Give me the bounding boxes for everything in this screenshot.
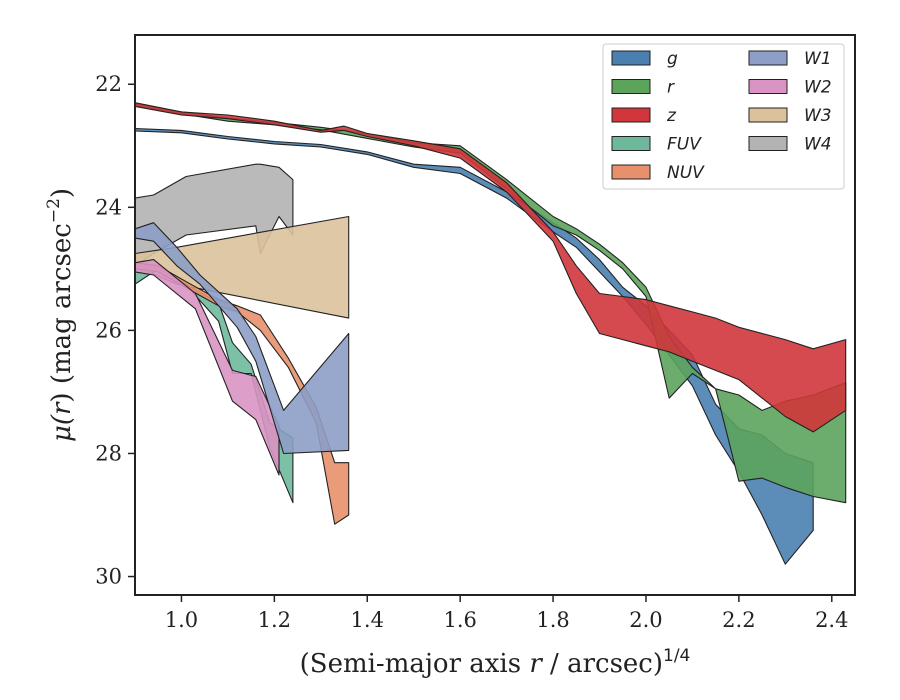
- legend-label-g: g: [667, 49, 678, 69]
- legend-label-r: r: [667, 78, 675, 98]
- legend-label-w2: W2: [804, 78, 832, 98]
- legend-label-w3: W3: [804, 106, 832, 126]
- x-tick-label: 1.6: [443, 608, 476, 632]
- band-z: [135, 102, 847, 433]
- y-axis-label-post: ) (mag arcsec: [47, 223, 77, 402]
- legend-swatch-w3: [748, 107, 788, 123]
- y-axis-label-var: r: [47, 401, 77, 415]
- legend-label-w1: W1: [804, 49, 832, 69]
- legend-label-z: z: [666, 106, 677, 126]
- x-tick-label: 2.2: [722, 608, 755, 632]
- x-axis-label: (Semi-major axis r / arcsec)1/4: [300, 646, 691, 679]
- legend-swatch-nuv: [611, 164, 651, 180]
- band-layer: [135, 102, 847, 565]
- band-w1: [135, 222, 350, 455]
- x-axis-label-var: r: [529, 649, 543, 679]
- y-axis-label-pre: μ(: [47, 414, 77, 442]
- plot-frame: [134, 34, 856, 596]
- y-tick-label: 30: [95, 565, 122, 589]
- x-tick-label: 1.0: [165, 608, 198, 632]
- legend-label-nuv: NUV: [667, 163, 705, 183]
- x-tick-label: 1.2: [258, 608, 291, 632]
- legend-label-fuv: FUV: [667, 135, 702, 155]
- x-axis-label-post: / arcsec): [542, 649, 663, 679]
- legend-swatch-w4: [748, 136, 788, 151]
- x-tick-label: 1.8: [536, 608, 569, 632]
- y-axis-label: μ(r) (mag arcsec−2): [44, 188, 77, 442]
- x-tick-label: 1.4: [351, 608, 384, 632]
- legend-label-w4: W4: [804, 135, 832, 155]
- legend-swatch-fuv: [611, 136, 651, 151]
- band-w2: [135, 259, 280, 476]
- legend-swatch-w1: [748, 50, 788, 66]
- legend-swatch-g: [611, 50, 651, 66]
- legend-swatch-w2: [748, 79, 788, 94]
- y-axis-label-close: ): [47, 188, 77, 198]
- x-tick-label: 2.0: [629, 608, 662, 632]
- y-axis-label-exponent: −2: [44, 198, 64, 223]
- x-tick-label: 2.4: [815, 608, 848, 632]
- legend-swatch-z: [611, 107, 651, 123]
- y-tick-label: 28: [95, 441, 122, 465]
- x-axis-label-exponent: 1/4: [663, 646, 690, 666]
- legend: grz FUV NUV W1 W2 W3 W4: [602, 43, 845, 190]
- x-axis-ticks: 1.0 1.2 1.4 1.6 1.8 2.0 2.2 2.4: [165, 595, 848, 632]
- y-axis-ticks: 22 24 26 28 30: [95, 72, 135, 589]
- y-tick-label: 24: [95, 195, 122, 219]
- x-axis-label-pre: (Semi-major axis: [300, 649, 530, 679]
- y-tick-label: 26: [95, 318, 122, 342]
- legend-swatch-r: [611, 79, 651, 94]
- y-tick-label: 22: [95, 72, 122, 96]
